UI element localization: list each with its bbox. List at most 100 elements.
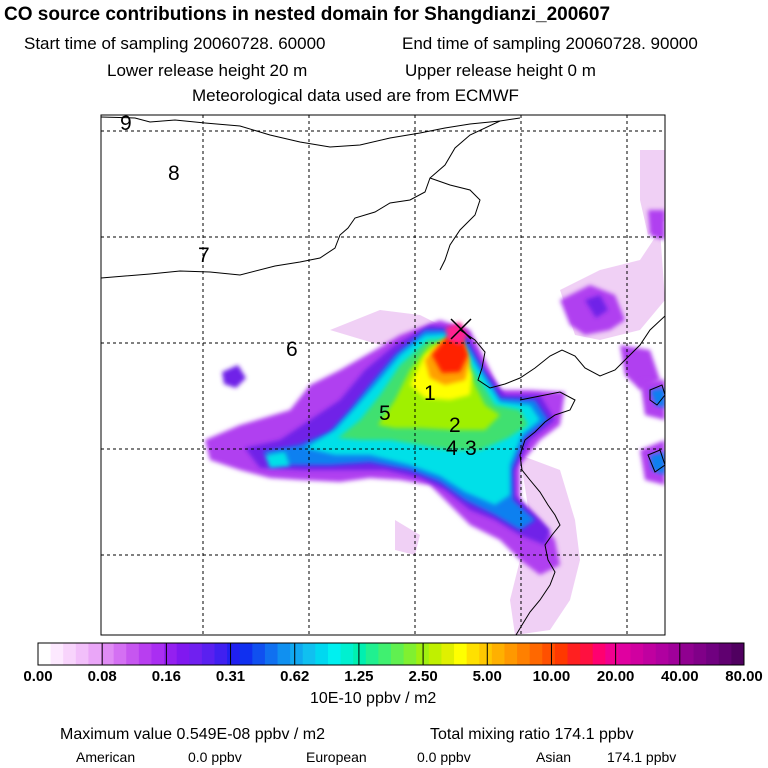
colorbar-swatch <box>403 643 417 665</box>
colorbar-tick-label: 0.08 <box>87 668 117 685</box>
colorbar <box>37 642 745 666</box>
start-time-label: Start time of sampling 20060728. 60000 <box>24 34 326 53</box>
colorbar-swatch <box>680 643 695 665</box>
colorbar-swatch <box>454 643 468 665</box>
colorbar-swatch <box>189 643 203 665</box>
colorbar-swatch <box>290 643 304 665</box>
colorbar-swatch <box>592 643 606 665</box>
met-data-label: Meteorological data used are from ECMWF <box>192 86 519 105</box>
colorbar-swatch <box>554 643 568 665</box>
colorbar-swatch <box>214 643 228 665</box>
colorbar-swatch <box>176 643 190 665</box>
coastline <box>101 116 665 635</box>
colorbar-swatch <box>517 643 531 665</box>
colorbar-swatch <box>50 643 64 665</box>
asian-value: 174.1 ppbv <box>607 749 677 765</box>
colorbar-swatch <box>164 643 178 665</box>
colorbar-swatch <box>264 643 279 665</box>
colorbar-swatch <box>101 643 115 665</box>
colorbar-tick-label: 2.50 <box>408 668 438 685</box>
region-label-6: 6 <box>286 338 298 361</box>
colorbar-tick-label: 0.62 <box>280 668 310 685</box>
field-layer <box>222 365 246 388</box>
colorbar-swatch <box>227 643 241 665</box>
american-value: 0.0 ppbv <box>188 749 242 765</box>
x-mark-icon <box>450 318 472 340</box>
coastline-inner-2 <box>429 177 481 271</box>
european-value: 0.0 ppbv <box>417 749 471 765</box>
colorbar-swatch <box>239 643 253 665</box>
colorbar-swatch <box>201 643 215 665</box>
colorbar-swatch <box>315 643 329 665</box>
field-layer <box>395 520 420 555</box>
colorbar-swatch <box>617 643 632 665</box>
colorbar-unit-label: 10E-10 ppbv / m2 <box>310 690 437 707</box>
american-label: American <box>76 749 136 765</box>
colorbar-swatch <box>113 643 127 665</box>
upper-release-label: Upper release height 0 m <box>405 61 596 80</box>
colorbar-swatch <box>63 643 77 665</box>
concentration-field <box>205 150 665 635</box>
colorbar-swatch <box>491 643 505 665</box>
colorbar-swatch <box>542 643 556 665</box>
colorbar-swatch <box>126 643 140 665</box>
field-layer <box>432 336 468 373</box>
region-label-9: 9 <box>120 112 132 135</box>
colorbar-swatch <box>567 643 581 665</box>
colorbar-swatch <box>353 643 367 665</box>
end-time-label: End time of sampling 20060728. 90000 <box>402 34 698 53</box>
colorbar-tick-label: 10.00 <box>532 668 571 685</box>
european-label: European <box>306 749 367 765</box>
colorbar-swatch <box>365 643 379 665</box>
plot-title: CO source contributions in nested domain… <box>4 4 611 25</box>
colorbar-swatch <box>731 643 745 665</box>
colorbar-swatch <box>252 643 266 665</box>
region-label-4: 4 <box>446 437 458 460</box>
colorbar-tick-label: 80.00 <box>725 668 763 685</box>
island-2 <box>647 449 665 473</box>
maximum-value-label: Maximum value 0.549E-08 ppbv / m2 <box>60 726 326 743</box>
field-layer <box>650 388 665 408</box>
colorbar-swatch <box>441 643 455 665</box>
region-label-2: 2 <box>449 414 461 437</box>
colorbar-tick-label: 0.00 <box>23 668 53 685</box>
coastline-north <box>101 116 521 148</box>
colorbar-tick-label: 0.16 <box>151 668 181 685</box>
field-layer <box>648 210 665 240</box>
colorbar-swatch <box>378 643 392 665</box>
colorbar-tick-label: 1.25 <box>344 668 374 685</box>
colorbar-swatch <box>655 643 669 665</box>
colorbar-swatch <box>706 643 720 665</box>
colorbar-swatch <box>38 643 52 665</box>
field-layer <box>585 295 608 318</box>
colorbar-swatch <box>693 643 707 665</box>
field-layer <box>620 345 660 390</box>
colorbar-swatch <box>529 643 543 665</box>
asian-label: Asian <box>536 749 572 765</box>
lower-release-label: Lower release height 20 m <box>107 61 308 80</box>
field-layer <box>265 452 290 468</box>
colorbar-tick-label: 5.00 <box>472 668 502 685</box>
colorbar-swatch <box>466 643 480 665</box>
colorbar-swatch <box>151 643 165 665</box>
colorbar-tick-label: 0.31 <box>215 668 246 685</box>
colorbar-swatch <box>88 643 102 665</box>
colorbar-swatch <box>327 643 342 665</box>
region-number-labels: 9 8 7 6 1 2 4 3 5 <box>120 112 477 460</box>
colorbar-swatch <box>718 643 732 665</box>
region-label-5: 5 <box>379 402 391 425</box>
colorbar-swatch <box>479 643 493 665</box>
colorbar-tick-label: 40.00 <box>661 668 699 685</box>
peninsula-coast <box>515 391 576 635</box>
colorbar-swatch <box>605 643 619 665</box>
grid-lines <box>101 115 665 635</box>
colorbar-swatch <box>75 643 89 665</box>
colorbar-swatch <box>277 643 291 665</box>
coastline-inner-1 <box>101 120 501 279</box>
colorbar-swatch <box>630 643 644 665</box>
island-1 <box>649 384 665 406</box>
colorbar-swatch <box>643 643 657 665</box>
colorbar-swatch <box>138 643 152 665</box>
colorbar-swatch <box>668 643 682 665</box>
